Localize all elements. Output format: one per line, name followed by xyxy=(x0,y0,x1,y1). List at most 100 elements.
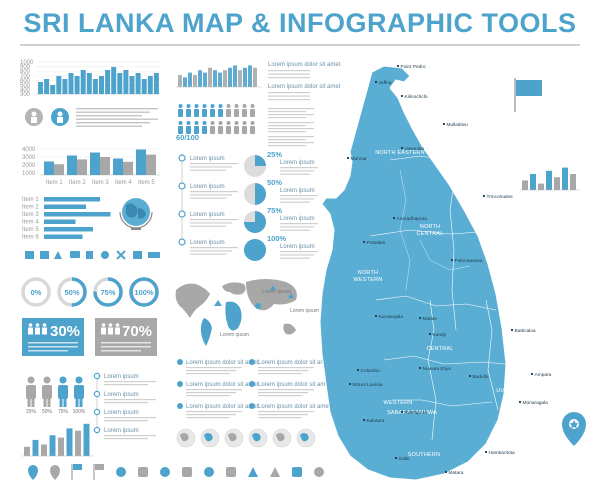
city-dot xyxy=(400,94,404,98)
region-label: WESTERN xyxy=(354,277,383,283)
bar xyxy=(44,212,111,217)
city-dot xyxy=(530,372,534,376)
gear-icon xyxy=(101,251,109,259)
area-chart: 4000 3000 2000 1000 Item 1 Item 2 Item 3 Item … xyxy=(22,147,160,186)
city-dot xyxy=(362,418,366,422)
info-label: Lorem ipsum dolor sit amet xyxy=(186,382,259,388)
pie-slice xyxy=(255,155,266,166)
bar xyxy=(178,75,182,87)
person-icons xyxy=(25,108,158,127)
tick-label: 500 xyxy=(20,83,31,89)
city-label: Ampara xyxy=(535,372,552,378)
map-caption: Lorem ipsum xyxy=(290,308,319,314)
bar xyxy=(80,70,86,94)
category-label: Item 5 xyxy=(138,180,155,186)
region-label: NORTH xyxy=(506,292,526,298)
bar xyxy=(44,197,100,202)
square-icon xyxy=(138,467,148,477)
timeline-label: Lorem ipsum xyxy=(104,410,139,416)
bottom-icon-row xyxy=(28,464,324,480)
map-caption: Lorem ipsum xyxy=(262,289,291,295)
page-title: SRI LANKA MAP & INFOGRAPHIC TOOLS xyxy=(23,8,577,38)
bar xyxy=(44,161,54,175)
person-icon xyxy=(194,104,199,108)
bar xyxy=(58,437,64,456)
city-label: Badulla xyxy=(473,374,489,380)
tick-label: 1000 xyxy=(20,60,34,66)
info-list: Lorem ipsum dolor sit amet Lorem ipsum do… xyxy=(177,359,331,419)
pie-label: 75% xyxy=(267,206,282,215)
dot-icon xyxy=(314,467,324,477)
donut-row: 0% 50% 75% 100% xyxy=(21,277,159,307)
city-dot xyxy=(392,216,396,220)
pie-caption: Lorem ipsum xyxy=(280,244,315,250)
bar xyxy=(74,76,80,94)
person-icon xyxy=(178,121,183,125)
person-icon xyxy=(186,104,191,108)
category-label: Item 2 xyxy=(22,205,39,211)
info-bullet xyxy=(249,403,255,409)
person-icon xyxy=(202,121,207,125)
bar xyxy=(546,170,552,190)
title-rule xyxy=(20,44,580,46)
bar xyxy=(123,70,129,94)
info-bullet xyxy=(177,381,183,387)
bar xyxy=(54,164,64,175)
person-icon xyxy=(234,104,239,108)
right-bar-chart xyxy=(520,167,580,191)
donut-label: 100% xyxy=(134,288,154,297)
bar xyxy=(90,152,100,175)
pie-label: 25% xyxy=(267,150,282,159)
figure-percent: 75% xyxy=(58,409,69,415)
arrow-icon xyxy=(270,467,280,477)
train-icon xyxy=(86,251,93,259)
bar xyxy=(68,73,74,94)
category-label: Item 2 xyxy=(69,180,86,186)
bar xyxy=(86,73,92,94)
city-dot xyxy=(484,450,488,454)
bar xyxy=(248,65,252,87)
person-icon xyxy=(218,104,223,108)
bar xyxy=(38,82,43,94)
bar xyxy=(153,73,159,94)
person-icon xyxy=(186,121,191,125)
pie-caption: Lorem ipsum xyxy=(280,160,315,166)
city-label: Trincomalee xyxy=(487,194,514,200)
bar xyxy=(75,430,81,456)
globe-icon xyxy=(119,198,153,230)
bar xyxy=(213,70,217,87)
bar xyxy=(203,72,207,87)
category-label: Item 4 xyxy=(115,180,132,186)
world-map: Lorem ipsum Lorem ipsum Lorem ipsum xyxy=(175,279,319,346)
pie-slice xyxy=(244,239,266,261)
airplane-icon xyxy=(54,251,62,259)
bar xyxy=(113,158,123,175)
donut-label: 75% xyxy=(100,288,115,297)
bar xyxy=(44,234,83,239)
person-icon xyxy=(28,323,33,327)
bar xyxy=(49,435,56,456)
city-label: Ratnapura xyxy=(405,410,428,416)
card-percent-1: 30% xyxy=(50,323,80,340)
bar xyxy=(183,77,187,87)
city-dot xyxy=(518,400,522,404)
arrow-icon xyxy=(248,467,258,477)
city-label: Colombo xyxy=(361,368,381,374)
sri-lanka-map: NORTH EASTERNNORTHCENTRALNORTHWESTERNNOR… xyxy=(319,64,552,481)
bar xyxy=(522,180,528,190)
bar xyxy=(111,67,117,94)
people-card-blue: 30% xyxy=(22,318,84,356)
city-dot xyxy=(400,146,404,150)
figure-percent: 25% xyxy=(26,409,37,415)
person-figure-icon xyxy=(75,376,83,384)
bar xyxy=(218,72,222,87)
category-label: Item 1 xyxy=(22,197,39,203)
city-label: Kilinochchi xyxy=(405,94,428,100)
person-icon xyxy=(210,121,215,125)
dot-icon xyxy=(204,467,214,477)
map-caption: Lorem ipsum xyxy=(220,332,249,338)
city-label: Point Pedro xyxy=(401,64,426,70)
